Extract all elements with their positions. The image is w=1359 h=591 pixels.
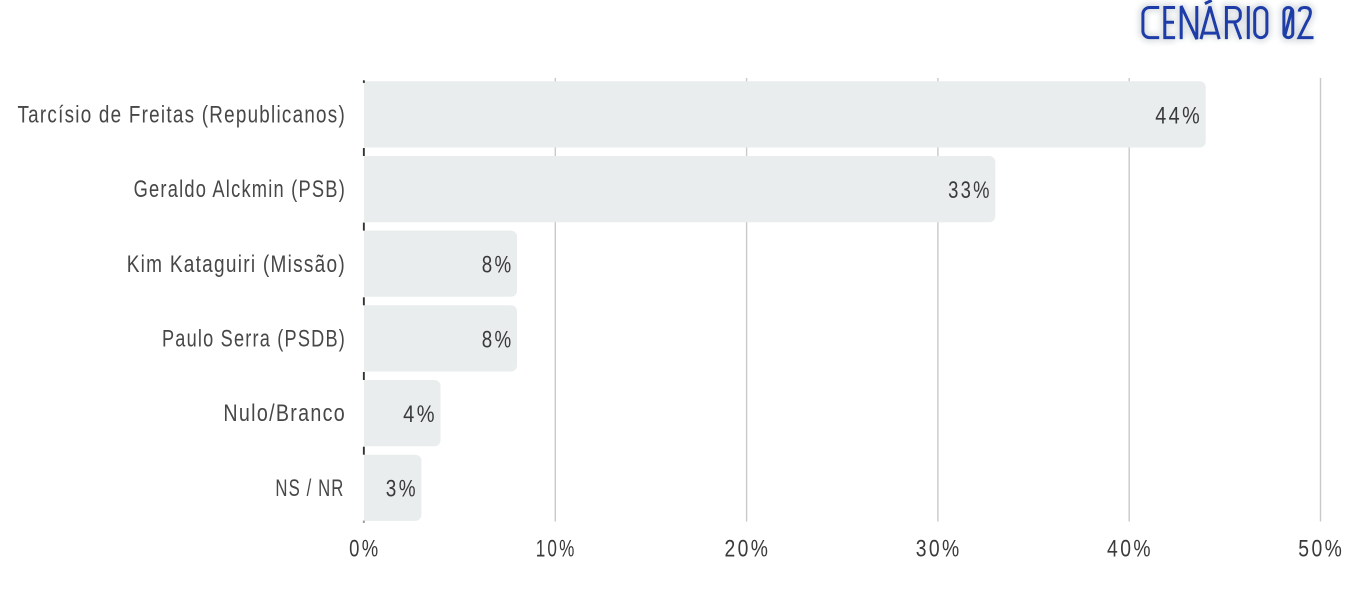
svg-text:8%: 8% [482, 326, 514, 353]
svg-text:0%: 0% [349, 536, 380, 563]
svg-text:30%: 30% [916, 536, 962, 563]
svg-text:4%: 4% [403, 401, 437, 428]
svg-text:3%: 3% [386, 476, 418, 503]
svg-text:Kim Kataguiri (Missão): Kim Kataguiri (Missão) [127, 251, 346, 278]
svg-text:Paulo Serra (PSDB): Paulo Serra (PSDB) [162, 326, 346, 353]
svg-text:33%: 33% [948, 177, 992, 204]
svg-text:Nulo/Branco: Nulo/Branco [223, 400, 346, 427]
svg-text:44%: 44% [1155, 102, 1202, 129]
svg-text:40%: 40% [1107, 536, 1153, 563]
svg-text:50%: 50% [1298, 536, 1344, 563]
svg-text:Geraldo Alckmin (PSB): Geraldo Alckmin (PSB) [134, 176, 346, 203]
svg-text:10%: 10% [536, 536, 577, 563]
svg-text:Tarcísio de Freitas (Republica: Tarcísio de Freitas (Republicanos) [18, 102, 347, 129]
svg-text:8%: 8% [482, 252, 514, 279]
svg-text:NS / NR: NS / NR [275, 475, 344, 502]
svg-text:20%: 20% [724, 536, 770, 563]
